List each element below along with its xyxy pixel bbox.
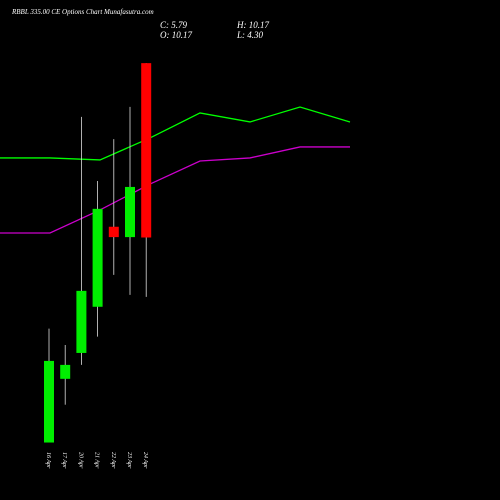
candle-body — [125, 186, 135, 238]
header-open: O: 10.17 — [160, 30, 192, 40]
chart-title: RBBL 335.00 CE Options Chart Munafasutra… — [11, 8, 154, 16]
header-high: H: 10.17 — [236, 20, 269, 30]
indicator-line — [0, 146, 350, 234]
candle-body — [44, 360, 54, 443]
candle-body — [76, 290, 87, 353]
x-tick-label: 20 Apr — [77, 452, 83, 469]
x-tick-label: 17 Apr — [61, 452, 67, 469]
x-tick-label: 24 Apr — [142, 452, 149, 469]
candle-body — [108, 226, 119, 238]
x-tick-label: 16 Apr — [45, 452, 51, 469]
x-tick-label: 21 Apr — [94, 452, 100, 469]
header-close: C: 5.79 — [160, 20, 188, 30]
candle-body — [60, 364, 71, 379]
indicator-line — [0, 106, 351, 161]
x-tick-label: 23 Apr — [126, 452, 132, 469]
header-low: L: 4.30 — [236, 30, 264, 40]
candle-body — [92, 208, 103, 307]
x-tick-label: 22 Apr — [110, 452, 116, 469]
candle-body — [141, 63, 152, 238]
